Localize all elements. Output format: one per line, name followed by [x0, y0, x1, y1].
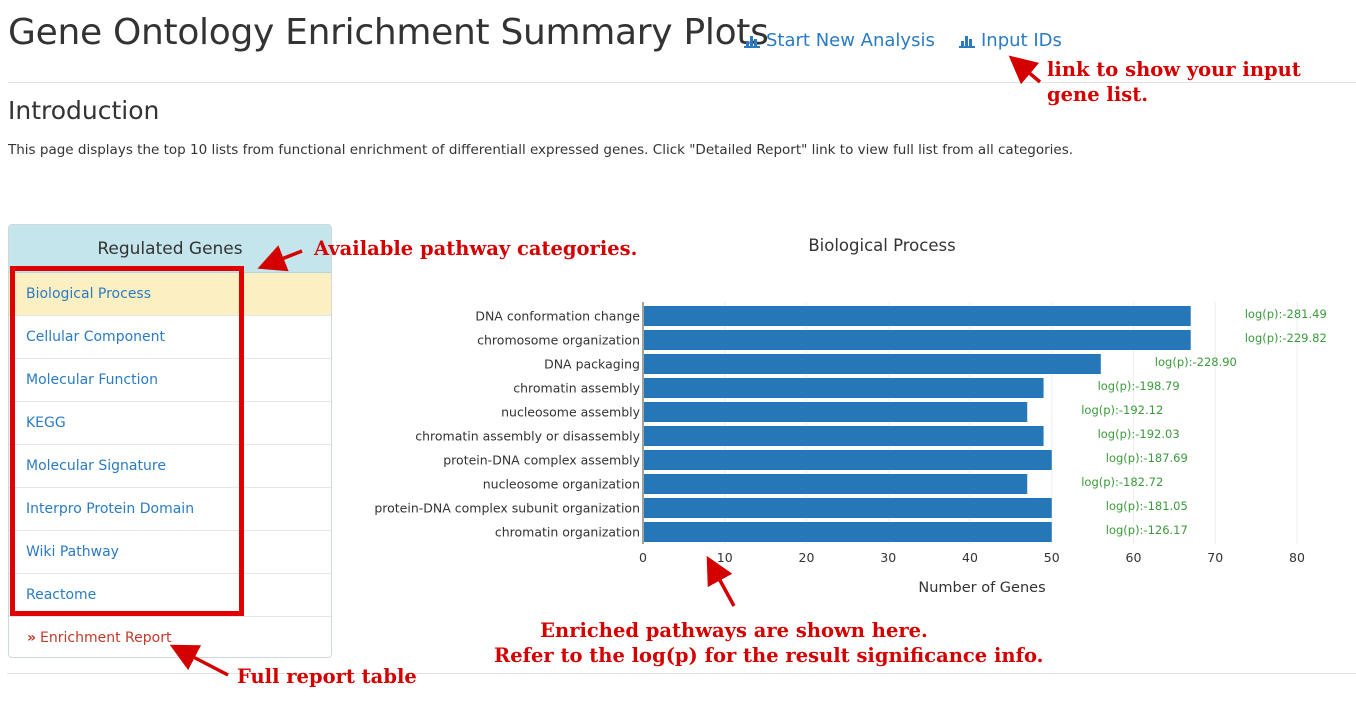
x-tick-label: 0 [639, 550, 647, 565]
category-label: chromatin assembly [513, 381, 640, 396]
log-p-label: log(p):-229.82 [1245, 331, 1327, 345]
bar-chart-icon [744, 34, 760, 48]
start-new-analysis-link[interactable]: Start New Analysis [744, 30, 935, 51]
bar [644, 354, 1101, 374]
log-p-label: log(p):-198.79 [1098, 379, 1180, 393]
log-p-label: log(p):-192.03 [1098, 427, 1180, 441]
annotation-input-ids-line2: gene list. [1047, 83, 1149, 106]
page-title: Gene Ontology Enrichment Summary Plots [8, 12, 769, 53]
log-p-label: log(p):-187.69 [1106, 451, 1188, 465]
category-label: nucleosome assembly [501, 405, 640, 420]
category-molecular-function[interactable]: Molecular Function [9, 359, 331, 402]
annotation-report: Full report table [237, 665, 417, 688]
double-chevron-right-icon: » [27, 630, 37, 646]
bar [644, 450, 1052, 470]
intro-heading: Introduction [8, 96, 160, 125]
bar [644, 402, 1028, 422]
chart-x-axis-label: Number of Genes [918, 580, 1046, 596]
category-biological-process[interactable]: Biological Process [9, 273, 331, 316]
chart-title: Biological Process [808, 236, 956, 255]
annotation-categories: Available pathway categories. [314, 237, 638, 260]
bar [644, 522, 1052, 542]
bar [644, 330, 1191, 350]
arrow-to-chart [706, 555, 736, 607]
category-label: DNA conformation change [475, 309, 640, 324]
input-ids-link[interactable]: Input IDs [959, 30, 1062, 51]
bar-chart-icon [959, 34, 975, 48]
x-tick-label: 50 [1044, 550, 1060, 565]
category-label: nucleosome organization [483, 477, 640, 492]
bar [644, 378, 1044, 398]
bar [644, 474, 1028, 494]
category-kegg[interactable]: KEGG [9, 402, 331, 445]
category-label: protein-DNA complex assembly [443, 453, 640, 468]
x-tick-label: 30 [880, 550, 896, 565]
enrichment-report-link[interactable]: » Enrichment Report [9, 617, 331, 657]
input-ids-label: Input IDs [981, 30, 1062, 51]
log-p-label: log(p):-228.90 [1155, 355, 1237, 369]
category-cellular-component[interactable]: Cellular Component [9, 316, 331, 359]
enrichment-report-label: Enrichment Report [40, 630, 172, 646]
x-tick-label: 40 [962, 550, 978, 565]
annotation-enriched-line2: Refer to the log(p) for the result signi… [494, 644, 1044, 667]
category-panel: Regulated Genes Biological Process Cellu… [8, 224, 332, 658]
bar [644, 306, 1191, 326]
log-p-label: log(p):-182.72 [1081, 475, 1163, 489]
log-p-label: log(p):-192.12 [1081, 403, 1163, 417]
annotation-enriched-line1: Enriched pathways are shown here. [540, 619, 928, 642]
header-divider [8, 82, 1356, 83]
log-p-label: log(p):-181.05 [1106, 499, 1188, 513]
x-tick-label: 20 [799, 550, 815, 565]
bar [644, 498, 1052, 518]
category-wiki-pathway[interactable]: Wiki Pathway [9, 531, 331, 574]
bar [644, 426, 1044, 446]
log-p-label: log(p):-126.17 [1106, 523, 1188, 537]
category-interpro-protein-domain[interactable]: Interpro Protein Domain [9, 488, 331, 531]
category-label: chromatin assembly or disassembly [415, 429, 640, 444]
category-label: chromosome organization [477, 333, 640, 348]
intro-text: This page displays the top 10 lists from… [8, 142, 1074, 158]
arrow-to-categories [257, 245, 303, 272]
start-new-analysis-label: Start New Analysis [766, 30, 935, 51]
x-tick-label: 60 [1126, 550, 1142, 565]
annotation-input-ids-line1: link to show your input [1047, 58, 1301, 81]
x-tick-label: 70 [1207, 550, 1223, 565]
footer-divider [7, 673, 1356, 674]
x-tick-label: 80 [1289, 550, 1305, 565]
category-molecular-signature[interactable]: Molecular Signature [9, 445, 331, 488]
category-label: protein-DNA complex subunit organization [374, 501, 640, 516]
log-p-label: log(p):-281.49 [1245, 307, 1327, 321]
annotation-input-ids: link to show your input gene list. [1047, 57, 1301, 107]
arrow-to-input-ids [1008, 55, 1042, 85]
arrow-to-report [169, 644, 229, 677]
categories-highlight-box [10, 266, 244, 616]
category-label: chromatin organization [495, 525, 640, 540]
annotation-enriched: Enriched pathways are shown here. Refer … [494, 618, 1044, 668]
category-reactome[interactable]: Reactome [9, 574, 331, 617]
category-label: DNA packaging [544, 357, 640, 372]
